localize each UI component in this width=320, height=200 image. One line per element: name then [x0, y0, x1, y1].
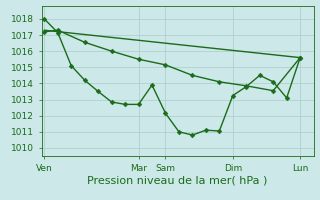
X-axis label: Pression niveau de la mer( hPa ): Pression niveau de la mer( hPa ) [87, 175, 268, 185]
